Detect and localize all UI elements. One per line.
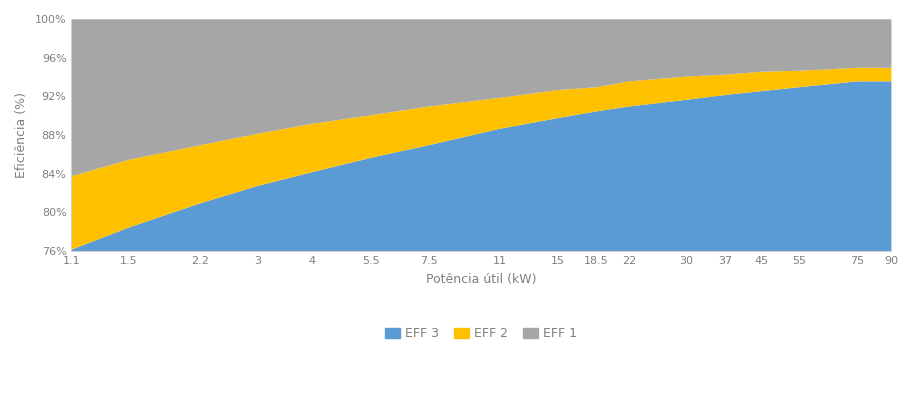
Legend: EFF 3, EFF 2, EFF 1: EFF 3, EFF 2, EFF 1 [380, 322, 582, 345]
Y-axis label: Eficiência (%): Eficiência (%) [15, 92, 28, 178]
X-axis label: Potência útil (kW): Potência útil (kW) [426, 273, 537, 286]
